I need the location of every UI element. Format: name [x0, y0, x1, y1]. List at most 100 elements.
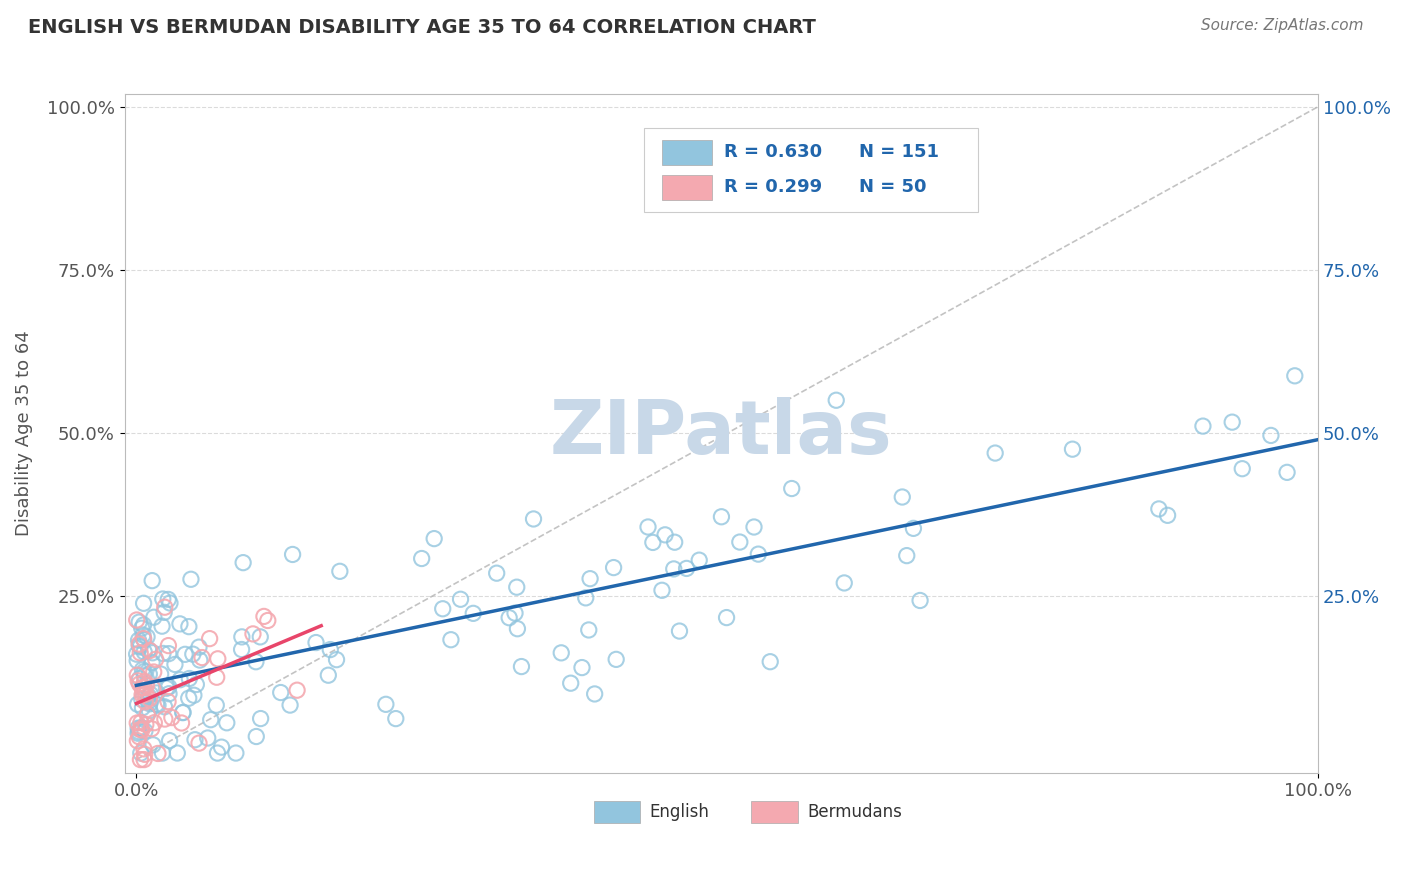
Point — [136, 630, 159, 644]
Point — [142, 738, 165, 752]
Point — [134, 665, 156, 679]
Point — [602, 560, 624, 574]
Point — [157, 680, 180, 694]
Point — [256, 614, 278, 628]
Point — [411, 551, 433, 566]
Point — [132, 753, 155, 767]
Point — [485, 566, 508, 581]
Point — [146, 686, 169, 700]
Point — [170, 716, 193, 731]
Point — [129, 721, 152, 735]
Point — [188, 736, 211, 750]
Point — [138, 667, 160, 681]
Text: ZIPatlas: ZIPatlas — [550, 397, 893, 469]
Point — [205, 698, 228, 713]
Point — [188, 640, 211, 655]
Point — [281, 548, 304, 562]
Point — [908, 593, 931, 607]
Point — [142, 665, 165, 679]
Point — [318, 668, 340, 682]
Point — [560, 676, 582, 690]
Point — [1220, 415, 1243, 429]
Point — [305, 635, 328, 649]
Point — [825, 393, 848, 408]
Text: R = 0.630: R = 0.630 — [724, 143, 823, 161]
Point — [135, 679, 157, 693]
Point — [142, 646, 165, 660]
Point — [641, 535, 664, 549]
Text: Source: ZipAtlas.com: Source: ZipAtlas.com — [1201, 18, 1364, 33]
Point — [135, 717, 157, 731]
Point — [138, 697, 160, 711]
Point — [166, 746, 188, 760]
Point — [245, 730, 267, 744]
Point — [181, 647, 204, 661]
Point — [200, 713, 222, 727]
Point — [245, 655, 267, 669]
Point — [270, 685, 292, 699]
FancyBboxPatch shape — [751, 801, 797, 823]
Point — [1147, 502, 1170, 516]
Point — [145, 652, 167, 666]
Point — [668, 624, 690, 638]
Point — [583, 687, 606, 701]
Point — [152, 592, 174, 607]
Point — [132, 632, 155, 647]
Point — [157, 639, 180, 653]
Text: N = 50: N = 50 — [859, 178, 927, 196]
Point — [169, 673, 191, 687]
Point — [207, 746, 229, 760]
Point — [637, 520, 659, 534]
Point — [157, 647, 180, 661]
Point — [127, 721, 149, 735]
Point — [211, 740, 233, 755]
Point — [127, 715, 149, 730]
Point — [184, 732, 207, 747]
Point — [134, 681, 156, 695]
Point — [142, 681, 165, 696]
Point — [172, 706, 194, 720]
FancyBboxPatch shape — [662, 175, 711, 200]
Point — [134, 669, 156, 683]
Point — [132, 596, 155, 610]
Point — [159, 733, 181, 747]
Point — [253, 609, 276, 624]
Point — [139, 643, 162, 657]
Point — [127, 673, 149, 688]
Point — [157, 695, 180, 709]
Point — [153, 712, 176, 726]
Point — [605, 652, 627, 666]
Point — [160, 710, 183, 724]
Point — [132, 686, 155, 700]
Point — [153, 699, 176, 714]
Point — [129, 746, 152, 760]
Point — [662, 562, 685, 576]
Point — [131, 688, 153, 702]
Point — [132, 632, 155, 646]
Point — [578, 623, 600, 637]
Point — [138, 643, 160, 657]
Point — [215, 715, 238, 730]
Point — [127, 726, 149, 740]
Point — [136, 695, 159, 709]
Point — [131, 621, 153, 635]
Point — [131, 663, 153, 677]
Point — [440, 632, 463, 647]
Point — [138, 704, 160, 718]
Point — [716, 610, 738, 624]
Point — [131, 723, 153, 737]
Point — [506, 622, 529, 636]
Point — [153, 606, 176, 620]
Point — [329, 564, 352, 578]
FancyBboxPatch shape — [593, 801, 640, 823]
Point — [131, 700, 153, 714]
Point — [157, 687, 180, 701]
Point — [503, 606, 526, 620]
Point — [710, 509, 733, 524]
Point — [141, 574, 163, 588]
Point — [141, 656, 163, 670]
Point — [139, 687, 162, 701]
Point — [128, 724, 150, 739]
Point — [136, 707, 159, 722]
Point — [131, 692, 153, 706]
